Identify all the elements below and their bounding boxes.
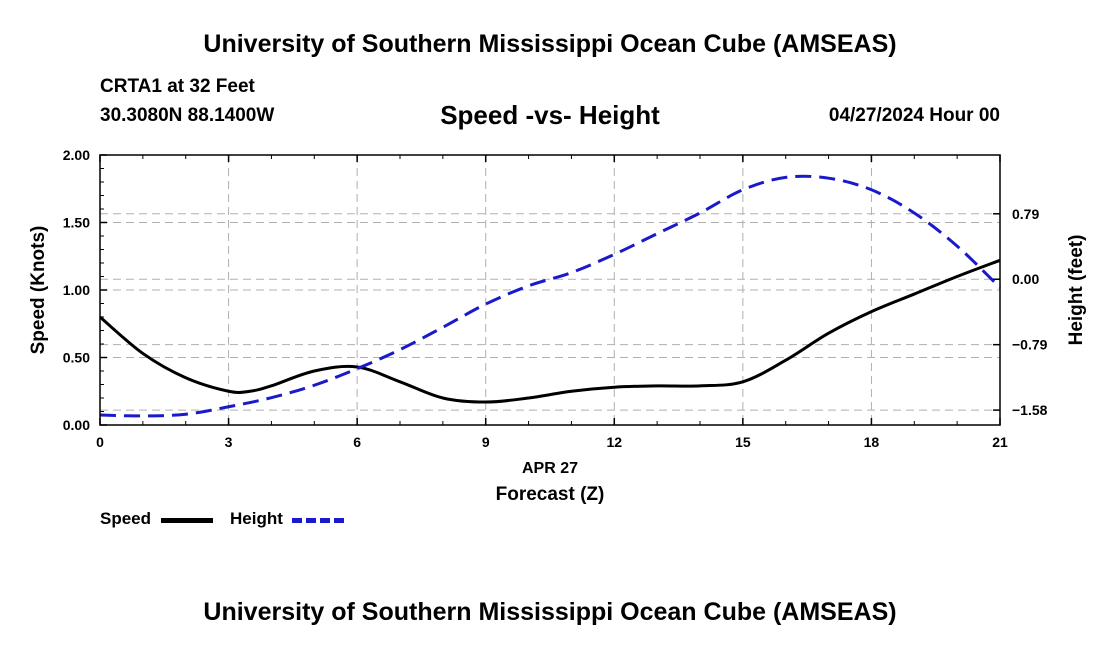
y-tick-label: 2.00	[63, 147, 90, 163]
series	[99, 174, 1002, 418]
x-axis-date-label: APR 27	[522, 460, 578, 477]
y2-tick-label: 0.79	[1012, 206, 1039, 222]
y2-tick-label: 0.00	[1012, 271, 1039, 287]
x-axis-label: Forecast (Z)	[496, 484, 605, 505]
forecast-datetime: 04/27/2024 Hour 00	[828, 105, 1000, 126]
x-tick-label: 15	[735, 434, 751, 450]
y-tick-label: 1.00	[63, 282, 90, 298]
x-tick-label: 18	[864, 434, 880, 450]
y2-tick-label: −1.58	[1012, 402, 1048, 418]
grid	[100, 155, 1000, 425]
y-axis-label: Speed (Knots)	[28, 226, 49, 355]
station-coordinates: 30.3080N 88.1400W	[100, 105, 275, 126]
y-tick-label: 1.50	[63, 215, 90, 231]
footer-title: University of Southern Mississippi Ocean…	[203, 598, 897, 626]
legend-speed-label: Speed	[100, 509, 152, 528]
x-tick-label: 9	[482, 434, 490, 450]
legend-speed-swatch	[161, 518, 213, 523]
x-tick-label: 3	[225, 434, 233, 450]
x-tick-label: 12	[606, 434, 622, 450]
x-tick-label: 21	[992, 434, 1008, 450]
x-tick-label: 0	[96, 434, 104, 450]
height-series-line	[99, 174, 1002, 418]
chart-subtitle: Speed -vs- Height	[440, 100, 660, 130]
legend-height-label: Height	[230, 509, 283, 528]
ticks: 0 3 6 9 12 15 18 21 0.00 0.50 1.00 1.50 2.00 −1.58 −0.…	[63, 147, 1048, 450]
speed-series-line	[99, 258, 1001, 404]
y2-tick-label: −0.79	[1012, 337, 1048, 353]
x-tick-label: 6	[353, 434, 361, 450]
main-title: University of Southern Mississippi Ocean…	[203, 30, 897, 58]
y2-axis-label: Height (feet)	[1066, 235, 1087, 346]
station-name: CRTA1 at 32 Feet	[100, 76, 255, 97]
y-tick-label: 0.50	[63, 350, 90, 366]
legend-height-swatch	[292, 518, 344, 523]
y-tick-label: 0.00	[63, 417, 90, 433]
